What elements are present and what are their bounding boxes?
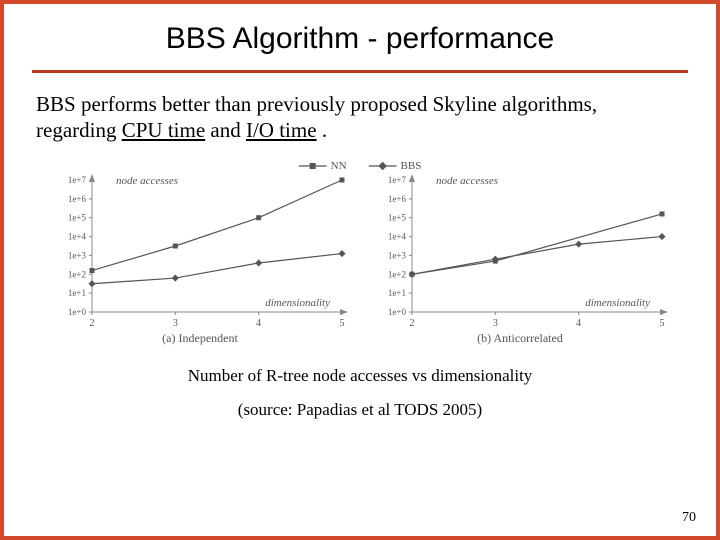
svg-text:1e+3: 1e+3 (388, 250, 407, 260)
body-pre: BBS performs better than previously prop… (36, 92, 597, 142)
svg-text:1e+1: 1e+1 (68, 288, 86, 298)
svg-text:1e+7: 1e+7 (388, 175, 407, 185)
svg-text:1e+0: 1e+0 (68, 307, 87, 317)
svg-text:5: 5 (340, 318, 345, 329)
legend-item-bbs: BBS (369, 160, 422, 172)
figure-source: (source: Papadias et al TODS 2005) (4, 400, 716, 420)
svg-text:1e+4: 1e+4 (68, 231, 87, 241)
svg-text:4: 4 (576, 318, 581, 329)
figure-caption: Number of R-tree node accesses vs dimens… (4, 366, 716, 386)
svg-text:1e+5: 1e+5 (68, 212, 87, 222)
svg-text:4: 4 (256, 318, 261, 329)
svg-text:5: 5 (660, 318, 665, 329)
svg-text:2: 2 (90, 318, 95, 329)
svg-text:(a) Independent: (a) Independent (162, 331, 238, 345)
svg-text:1e+2: 1e+2 (68, 269, 86, 279)
svg-text:3: 3 (493, 318, 498, 329)
chart-anticorrelated: 1e+0 1e+1 1e+2 1e+3 1e+4 1e+5 1e+6 1e+7 2 3 4 5 node… (370, 166, 670, 346)
legend-label-bbs: BBS (401, 160, 422, 172)
svg-text:1e+4: 1e+4 (388, 231, 407, 241)
chart-legend: NN BBS (299, 160, 422, 172)
legend-marker-diamond-icon (369, 161, 397, 171)
body-underline-io: I/O time (246, 118, 317, 142)
svg-text:1e+3: 1e+3 (68, 250, 87, 260)
legend-label-nn: NN (331, 160, 347, 172)
svg-text:1e+0: 1e+0 (388, 307, 407, 317)
svg-text:3: 3 (173, 318, 178, 329)
svg-text:node accesses: node accesses (116, 175, 178, 187)
svg-text:1e+7: 1e+7 (68, 175, 87, 185)
svg-text:1e+2: 1e+2 (388, 269, 406, 279)
svg-text:dimensionality: dimensionality (265, 297, 330, 309)
page-number: 70 (682, 510, 696, 526)
svg-text:node accesses: node accesses (436, 175, 498, 187)
body-post: . (322, 118, 327, 142)
svg-text:dimensionality: dimensionality (585, 297, 650, 309)
svg-text:(b) Anticorrelated: (b) Anticorrelated (477, 331, 563, 345)
svg-text:1e+6: 1e+6 (388, 193, 407, 203)
body-mid: and (210, 118, 246, 142)
title-rule (32, 70, 688, 73)
chart-independent: 1e+0 1e+1 1e+2 1e+3 1e+4 1e+5 1e+6 1e+7 2 3 4 5 node… (50, 166, 350, 346)
legend-item-nn: NN (299, 160, 347, 172)
svg-text:1e+5: 1e+5 (388, 212, 407, 222)
body-underline-cpu: CPU time (122, 118, 205, 142)
svg-text:2: 2 (410, 318, 415, 329)
svg-text:1e+6: 1e+6 (68, 193, 87, 203)
legend-marker-square-icon (299, 161, 327, 171)
charts-container: NN BBS 1e+01e+11e+21e+31e+41e+51e+61e+72… (50, 166, 670, 346)
body-paragraph: BBS performs better than previously prop… (36, 91, 676, 144)
svg-text:1e+1: 1e+1 (388, 288, 406, 298)
slide-title: BBS Algorithm - performance (4, 22, 716, 56)
